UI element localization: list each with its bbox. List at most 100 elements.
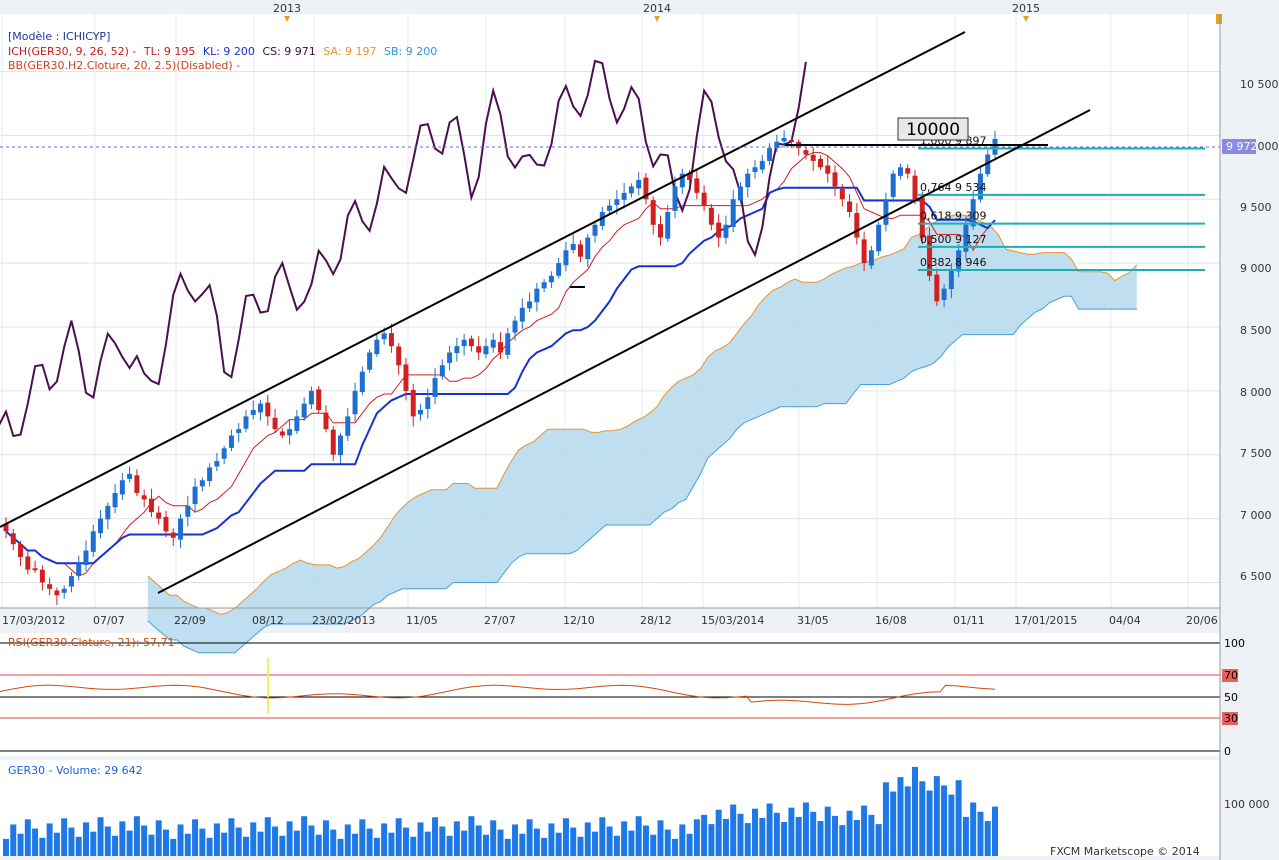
candle-body [759,160,765,170]
candle-body [454,346,460,354]
candle-body [396,346,402,366]
candle-body [934,274,940,302]
candle-body [592,224,598,236]
candle-body [505,333,511,355]
volume-bar [199,828,206,856]
candle-body [788,139,794,142]
year-2015: 2015 [1012,2,1040,15]
price-tick: 8 000 [1240,386,1272,399]
bb-legend: BB(GER30.H2.Cloture, 20, 2.5)(Disabled) … [8,59,240,72]
volume-bar [766,803,773,856]
candle-body [883,199,889,225]
date-label: 08/12 [252,614,284,627]
candle-body [105,505,111,520]
candle-body [236,429,242,434]
price-tick: 7 000 [1240,509,1272,522]
date-label: 27/07 [484,614,516,627]
candle-body [141,495,147,500]
volume-bar [46,823,53,856]
volume-bar [126,830,133,856]
volume-bar [635,816,642,856]
volume-bar [112,835,119,856]
channel-lower-line[interactable] [157,109,1091,594]
rsi-tick: 0 [1224,745,1231,758]
volume-bar [941,785,948,856]
price-tick: 6 500 [1240,570,1272,583]
candle-body [956,250,962,272]
volume-bar [730,804,737,856]
volume-bar [322,820,329,856]
volume-bar [402,827,409,856]
candle-body [90,531,96,552]
candle-body [723,224,729,238]
annotation-10000[interactable]: 10000 [897,117,969,141]
volume-bar [279,835,286,856]
rsi-plot-area[interactable] [0,633,1220,756]
date-label: 15/03/2014 [701,614,764,627]
candle-body [214,461,220,467]
candle-body [650,200,656,225]
candle-body [708,207,714,225]
rsi-tick: 70 [1224,669,1238,682]
candle-body [228,435,234,448]
volume-bar [875,824,882,856]
candle-body [432,378,438,397]
volume-bar [221,832,228,856]
volume-bar [599,817,606,856]
volume-bar [955,780,962,856]
volume-bar [75,836,82,856]
volume-bar [577,836,584,856]
candle-body [621,192,627,200]
fib-level-label: 0,618 9 309 [920,210,986,223]
volume-bar [977,811,984,856]
volume-bar [519,833,526,856]
candle-body [577,244,583,257]
volume-bar [752,808,759,856]
volume-bar [984,821,991,856]
volume-bar [61,818,68,856]
volume-bar [359,819,366,856]
candle-body [83,550,89,565]
candle-body [628,186,634,194]
candle-body [897,167,903,176]
volume-bar [832,815,839,856]
model-label: [Modèle : ICHICYP] [8,30,110,43]
candle-body [192,486,198,504]
volume-title: GER30 - Volume: 29 642 [8,764,143,777]
volume-bar [286,821,293,856]
candle-body [156,512,162,519]
volume-bar [490,820,497,856]
fib-level-label: 0,764 9 534 [920,181,986,194]
candle-body [636,180,642,189]
volume-bar [584,822,591,856]
volume-bar [482,834,489,856]
volume-bar [366,828,373,856]
candle-body [68,576,74,587]
volume-bar [17,833,24,856]
candle-body [948,269,954,289]
volume-bar [824,806,831,856]
candle-body [832,172,838,187]
candle-body [10,533,16,545]
channel-upper-line[interactable] [0,31,966,528]
date-label: 20/06 [1186,614,1218,627]
year-axis: 2013 2014 2015 [273,2,1222,24]
volume-bar [912,766,919,856]
candle-body [941,288,947,300]
volume-bar [650,834,657,856]
volume-bar [82,822,89,856]
volume-bar [373,837,380,856]
year-2014: 2014 [643,2,671,15]
volume-bar [432,817,439,856]
volume-bar [701,814,708,856]
price-tick: 9 500 [1240,201,1272,214]
scroll-marker[interactable] [1216,14,1222,24]
volume-bar [439,826,446,856]
volume-tick: 100 000 [1224,798,1270,811]
candle-body [854,213,860,238]
date-label: 11/05 [406,614,438,627]
rsi-panel: RSI(GER30.Cloture, 21): 57,71 100 70 50 … [0,636,1245,758]
candle-body [483,346,489,355]
candle-body [752,167,758,173]
